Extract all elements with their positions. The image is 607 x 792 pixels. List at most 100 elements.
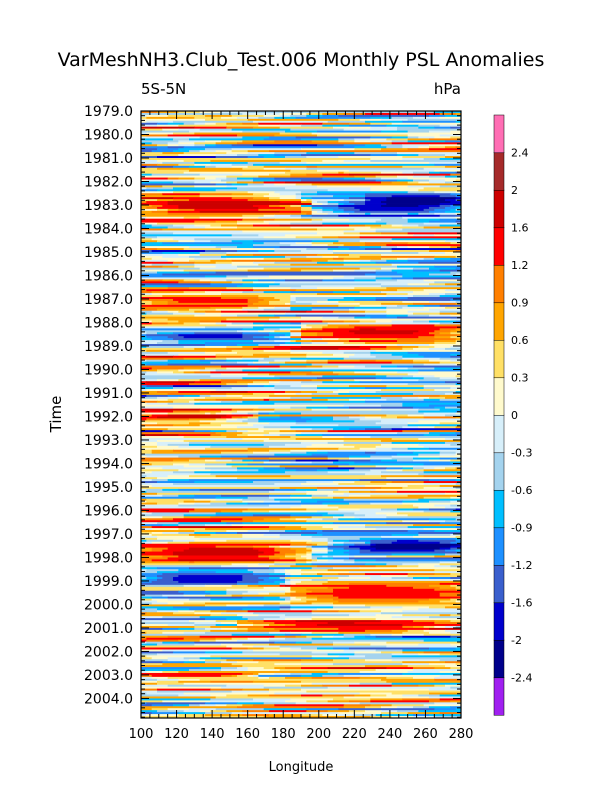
heatmap-cell bbox=[349, 355, 377, 359]
heatmap-cell bbox=[141, 483, 174, 486]
heatmap-cell bbox=[253, 336, 265, 339]
heatmap-cell bbox=[215, 496, 249, 500]
heatmap-cell bbox=[183, 657, 201, 660]
heatmap-cell bbox=[338, 156, 403, 159]
heatmap-cell bbox=[359, 479, 430, 482]
colorbar-label: -1.6 bbox=[511, 597, 532, 610]
heatmap-cell bbox=[242, 369, 419, 372]
heatmap-cell bbox=[365, 635, 377, 639]
heatmap-cell bbox=[157, 688, 211, 691]
heatmap-cell bbox=[295, 116, 371, 120]
heatmap-cell bbox=[381, 404, 403, 408]
heatmap-cell bbox=[290, 602, 313, 605]
heatmap-cell bbox=[365, 244, 387, 247]
heatmap-cell bbox=[263, 518, 281, 521]
heatmap-cell bbox=[365, 655, 393, 658]
heatmap-cell bbox=[194, 381, 222, 384]
heatmap-cell bbox=[242, 714, 270, 717]
heatmap-cell bbox=[151, 257, 195, 261]
heatmap-cell bbox=[279, 328, 291, 331]
heatmap-cell bbox=[141, 273, 163, 276]
heatmap-cell bbox=[141, 330, 238, 333]
heatmap-cell bbox=[141, 379, 158, 382]
heatmap-cell bbox=[349, 224, 366, 227]
heatmap-cell bbox=[402, 663, 430, 666]
heatmap-cell bbox=[290, 580, 302, 584]
heatmap-cell bbox=[183, 692, 275, 695]
heatmap-cell bbox=[151, 302, 169, 306]
heatmap-cell bbox=[359, 508, 382, 511]
heatmap-cell bbox=[285, 573, 291, 576]
heatmap-cell bbox=[141, 659, 169, 662]
heatmap-cell bbox=[327, 259, 345, 263]
heatmap-cell bbox=[295, 518, 307, 521]
heatmap-cell bbox=[146, 345, 185, 349]
heatmap-cell bbox=[194, 126, 227, 130]
heatmap-cell bbox=[295, 183, 313, 186]
heatmap-cell bbox=[375, 445, 425, 449]
heatmap-cell bbox=[418, 531, 461, 535]
heatmap-cell bbox=[242, 643, 270, 646]
heatmap-cell bbox=[402, 661, 446, 664]
heatmap-cell bbox=[327, 569, 435, 572]
heatmap-cell bbox=[311, 578, 329, 582]
heatmap-cell bbox=[381, 426, 403, 429]
heatmap-cell bbox=[183, 345, 206, 349]
heatmap-cell bbox=[141, 573, 163, 576]
heatmap-cell bbox=[317, 624, 403, 627]
heatmap-cell bbox=[386, 314, 409, 317]
heatmap-cell bbox=[290, 349, 377, 353]
heatmap-cell bbox=[141, 112, 243, 116]
heatmap-cell bbox=[226, 181, 238, 184]
heatmap-cell bbox=[322, 375, 387, 378]
heatmap-cell bbox=[413, 714, 430, 717]
heatmap-cell bbox=[269, 676, 286, 680]
heatmap-cell bbox=[141, 136, 201, 139]
heatmap-cell bbox=[237, 181, 254, 184]
heatmap-cell bbox=[141, 144, 158, 147]
heatmap-cell bbox=[322, 381, 361, 384]
heatmap-cell bbox=[215, 189, 329, 192]
heatmap-cell bbox=[402, 120, 457, 124]
heatmap-cell bbox=[397, 432, 430, 435]
heatmap-cell bbox=[279, 645, 387, 648]
heatmap-cell bbox=[306, 492, 345, 496]
heatmap-cell bbox=[269, 361, 286, 364]
heatmap-cell bbox=[253, 246, 281, 249]
heatmap-cell bbox=[162, 228, 318, 231]
heatmap-cell bbox=[242, 704, 254, 707]
heatmap-cell bbox=[445, 156, 461, 159]
heatmap-cell bbox=[178, 502, 195, 505]
heatmap-cell bbox=[263, 308, 291, 312]
heatmap-cell bbox=[237, 639, 270, 643]
heatmap-cell bbox=[247, 434, 265, 437]
heatmap-cell bbox=[274, 549, 297, 552]
heatmap-cell bbox=[231, 165, 249, 169]
heatmap-cell bbox=[370, 459, 382, 462]
heatmap-cell bbox=[162, 573, 254, 576]
heatmap-cell bbox=[338, 447, 361, 451]
heatmap-cell bbox=[295, 340, 313, 343]
heatmap-cell bbox=[391, 240, 446, 243]
heatmap-cell bbox=[274, 183, 297, 186]
heatmap-cell bbox=[349, 684, 393, 688]
heatmap-cell bbox=[418, 251, 446, 255]
heatmap-cell bbox=[349, 173, 430, 177]
heatmap-cell bbox=[258, 672, 275, 676]
heatmap-cell bbox=[317, 449, 461, 453]
heatmap-cell bbox=[429, 598, 451, 601]
heatmap-cell bbox=[141, 261, 174, 265]
heatmap-cell bbox=[258, 469, 297, 472]
heatmap-cell bbox=[311, 616, 393, 619]
heatmap-cell bbox=[386, 483, 425, 486]
heatmap-cell bbox=[338, 573, 366, 576]
heatmap-cell bbox=[199, 635, 275, 639]
heatmap-cell bbox=[167, 114, 206, 118]
heatmap-cell bbox=[141, 678, 158, 682]
heatmap-cell bbox=[194, 314, 222, 317]
heatmap-cell bbox=[173, 312, 206, 316]
heatmap-cell bbox=[381, 177, 409, 180]
heatmap-cell bbox=[359, 567, 461, 570]
heatmap-cell bbox=[263, 242, 281, 245]
heatmap-cell bbox=[445, 114, 461, 118]
